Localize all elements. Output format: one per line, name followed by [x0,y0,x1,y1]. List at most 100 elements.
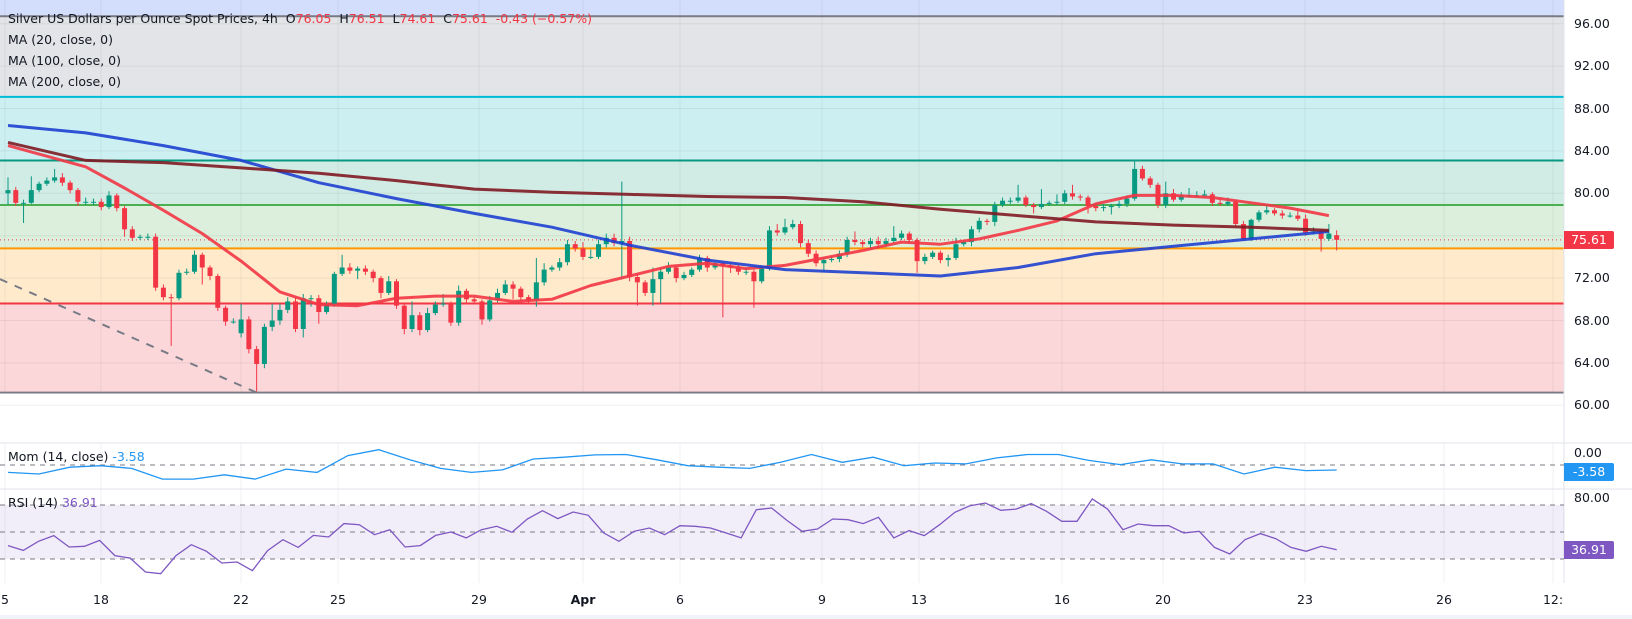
price-axis-tick: 92.00 [1574,58,1610,74]
high-label: H [339,11,349,26]
change-value: -0.43 (−0.57%) [495,11,592,26]
low-label: L [392,11,400,26]
rsi-title: RSI (14) [8,495,58,510]
close-value: 75.61 [451,11,488,26]
candle-up [184,271,190,273]
candle-up [681,274,687,279]
candle-up [495,292,501,301]
candle-down [627,241,633,278]
candle-up [1256,212,1262,220]
fib-band [0,96,1564,161]
candle-up [689,269,695,275]
candle-down [1279,213,1285,216]
candle-down [153,236,159,288]
candle-down [798,224,804,244]
rsi-line [7,498,1337,575]
ma200-legend[interactable]: MA (200, close, 0) [8,74,121,89]
open-value: 76.05 [295,11,332,26]
candle-down [1077,196,1083,198]
candle-down [906,233,912,240]
candle-up [961,242,967,245]
candle-down [1147,178,1153,185]
candle-down [1233,201,1239,225]
candle-down [642,282,648,293]
current-price-label: 75.61 [1564,230,1614,249]
candle-up [1007,200,1013,202]
price-pane-empty-area [0,393,1564,443]
candle-down [1334,235,1340,240]
candle-down [401,305,407,329]
close-label: C [443,11,452,26]
candle-down [774,230,780,233]
bottom-border [0,615,1632,619]
candle-up [766,230,772,269]
candle-up [945,257,951,261]
candle-up [1287,215,1293,217]
candle-up [285,301,291,310]
candle-down [860,242,866,245]
momentum-legend[interactable]: Mom (14, close) -3.58 [8,449,145,464]
candle-up [308,298,314,300]
candle-down [852,239,858,243]
fib-band [0,303,1564,393]
candle-up [1062,193,1068,202]
candle-down [1240,224,1246,239]
candle-up [145,236,151,238]
candle-up [230,321,236,323]
candle-up [665,267,671,272]
price-axis-tick: 80.00 [1574,185,1610,201]
price-axis-tick: 68.00 [1574,312,1610,328]
candle-down [1295,215,1301,219]
fib-band-top [0,0,1564,17]
candle-up [90,201,96,203]
rsi-axis-tick: 80.00 [1574,490,1610,505]
rsi-value-label: 36.91 [1564,541,1614,559]
candle-up [137,236,143,238]
candle-up [1163,193,1169,205]
time-axis-label: 26 [1436,592,1452,607]
candle-down [292,301,298,329]
candle-up [1116,203,1122,207]
candle-up [821,260,827,264]
candle-up [44,180,50,184]
candle-down [168,297,174,299]
candle-down [129,229,135,238]
ma200-line [7,140,1329,232]
candle-up [1038,203,1044,208]
candle-down [1139,168,1145,179]
ma20-legend[interactable]: MA (20, close, 0) [8,32,114,47]
candle-up [1124,198,1130,204]
candle-up [782,227,788,233]
candle-down [160,287,166,298]
price-axis-tick: 60.00 [1574,397,1610,413]
candle-down [215,275,221,308]
candle-up [355,268,361,271]
time-axis-label: 29 [471,592,487,607]
candle-up [28,190,34,203]
time-axis-label: 22 [233,592,249,607]
candle-up [899,233,905,238]
momentum-value-label: -3.58 [1564,463,1614,481]
symbol-legend[interactable]: Silver US Dollars per Ounce Spot Prices,… [8,11,592,27]
low-value: 74.61 [399,11,436,26]
candle-down [75,190,81,202]
candle-up [743,271,749,273]
candle-down [1272,210,1278,214]
time-axis-label: 13 [911,592,927,607]
price-axis-tick: 64.00 [1574,354,1610,370]
candle-down [572,244,578,249]
candle-up [106,195,112,208]
candle-up [1046,202,1052,204]
price-axis-tick: 88.00 [1574,100,1610,116]
candle-up [1264,210,1270,213]
time-axis-label: 6 [676,592,684,607]
candle-up [36,183,42,191]
candle-up [1108,206,1114,208]
candle-up [1202,194,1208,196]
candle-up [883,241,889,245]
price-axis-tick: 72.00 [1574,270,1610,286]
ma100-legend[interactable]: MA (100, close, 0) [8,53,121,68]
rsi-legend[interactable]: RSI (14) 36.91 [8,495,98,510]
candle-down [199,254,205,268]
